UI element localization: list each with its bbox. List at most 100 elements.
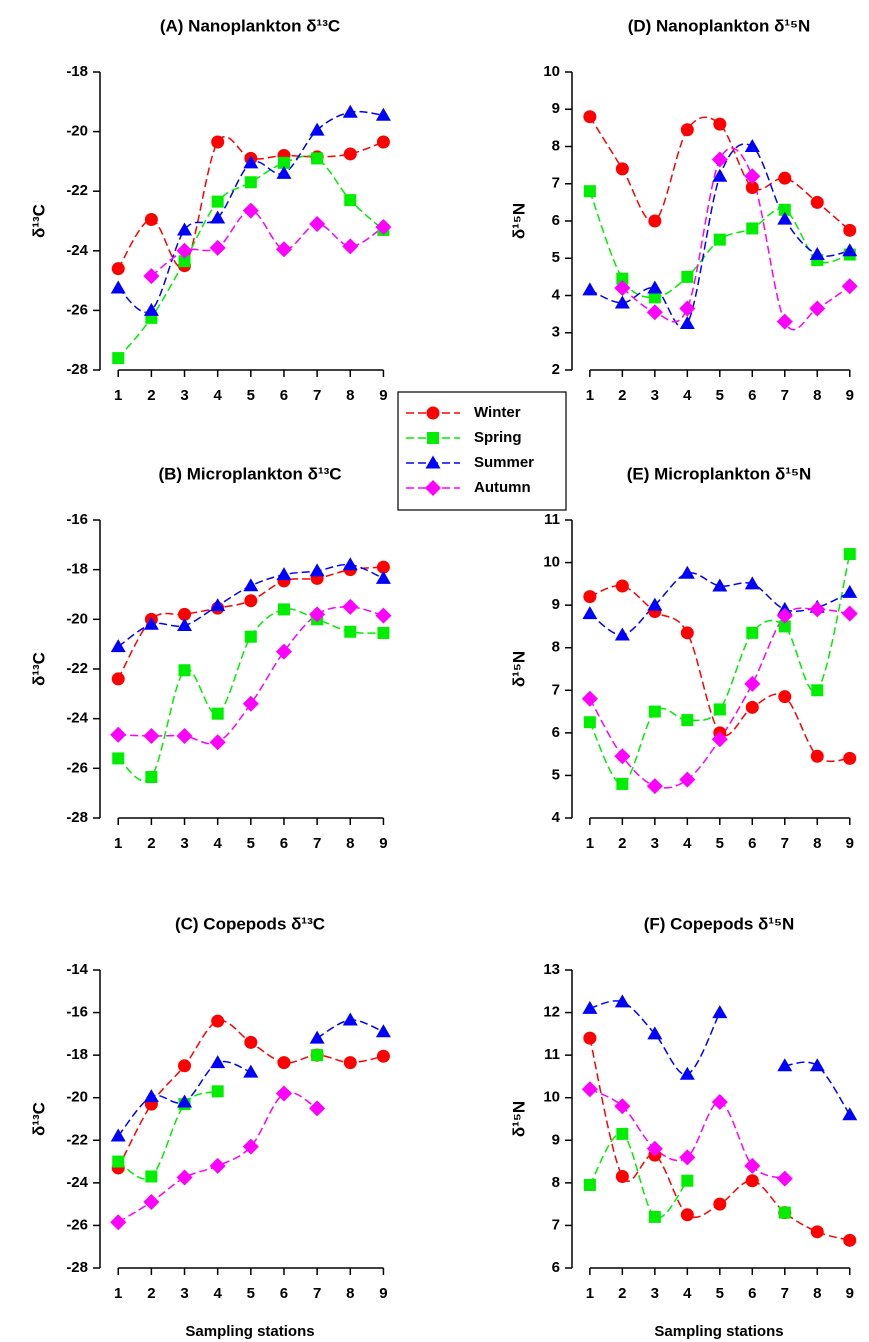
x-tick-label: 8 — [813, 1285, 821, 1302]
x-axis-label: Sampling stations — [654, 1323, 783, 1340]
y-tick-label: 10 — [543, 554, 560, 571]
marker — [648, 291, 661, 304]
marker — [309, 563, 325, 577]
marker — [680, 1208, 694, 1222]
marker — [178, 607, 192, 621]
marker — [211, 707, 224, 720]
y-tick-label: 5 — [552, 766, 560, 783]
chart-title: (A) Nanoplankton δ¹³C — [160, 16, 340, 35]
marker — [777, 1058, 793, 1072]
y-axis-label: δ¹⁵N — [509, 651, 528, 687]
marker — [681, 1174, 694, 1187]
marker — [646, 304, 663, 321]
y-tick-label: -20 — [66, 123, 88, 140]
marker — [810, 195, 824, 209]
y-tick-label: -22 — [66, 1131, 88, 1148]
y-tick-label: -24 — [66, 1174, 88, 1191]
marker — [344, 625, 357, 638]
marker — [344, 194, 357, 207]
y-tick-label: 13 — [543, 961, 560, 978]
marker — [679, 315, 695, 329]
marker — [744, 1157, 761, 1174]
marker — [648, 705, 661, 718]
marker — [778, 1206, 791, 1219]
marker — [377, 626, 390, 639]
marker — [713, 117, 727, 131]
marker — [842, 1107, 858, 1121]
x-tick-label: 4 — [214, 1285, 223, 1302]
marker — [375, 107, 391, 121]
y-tick-label: -20 — [66, 1089, 88, 1106]
series-line — [589, 143, 850, 328]
x-tick-label: 7 — [781, 387, 789, 404]
x-tick-label: 5 — [716, 387, 724, 404]
marker — [615, 579, 629, 593]
marker — [648, 214, 662, 228]
marker — [110, 726, 127, 743]
marker — [681, 270, 694, 283]
x-tick-label: 2 — [147, 835, 155, 852]
marker — [583, 1031, 597, 1045]
x-tick-label: 4 — [683, 1285, 692, 1302]
marker — [177, 618, 193, 632]
y-tick-label: 8 — [552, 639, 560, 656]
y-tick-label: 9 — [552, 100, 560, 117]
marker — [776, 313, 793, 330]
marker — [679, 1066, 695, 1080]
x-tick-label: 9 — [846, 835, 854, 852]
marker — [809, 247, 825, 261]
y-tick-label: 2 — [552, 361, 560, 378]
marker — [745, 1174, 759, 1188]
x-tick-label: 8 — [346, 1285, 354, 1302]
x-tick-label: 6 — [748, 1285, 756, 1302]
marker — [843, 1233, 857, 1247]
y-tick-label: 4 — [552, 809, 561, 826]
y-tick-label: 11 — [544, 511, 560, 528]
marker — [843, 751, 857, 765]
x-axis-label: Sampling stations — [185, 1323, 314, 1340]
x-tick-label: 5 — [247, 1285, 255, 1302]
marker — [681, 714, 694, 727]
marker — [616, 777, 629, 790]
y-tick-label: 8 — [552, 137, 560, 154]
x-tick-label: 4 — [214, 835, 223, 852]
y-tick-label: -20 — [66, 610, 88, 627]
marker — [211, 135, 225, 149]
marker — [582, 606, 598, 620]
y-tick-label: -28 — [66, 361, 88, 378]
x-tick-label: 6 — [280, 1285, 288, 1302]
marker — [309, 215, 326, 232]
marker — [744, 168, 761, 185]
marker — [177, 222, 193, 236]
x-tick-label: 1 — [586, 835, 594, 852]
marker — [143, 1194, 160, 1211]
legend-label: Winter — [474, 404, 521, 421]
marker — [211, 1014, 225, 1028]
marker — [311, 1049, 324, 1062]
marker — [776, 1170, 793, 1187]
y-tick-label: -18 — [66, 1046, 88, 1063]
marker — [342, 238, 359, 255]
x-tick-label: 3 — [180, 835, 188, 852]
series-line — [589, 1037, 850, 1242]
x-tick-label: 3 — [651, 387, 659, 404]
marker — [811, 684, 824, 697]
y-tick-label: -24 — [66, 710, 88, 727]
marker — [713, 1197, 727, 1211]
x-tick-label: 3 — [180, 1285, 188, 1302]
marker — [680, 626, 694, 640]
marker — [583, 110, 597, 124]
marker — [243, 578, 259, 592]
marker — [616, 1127, 629, 1140]
marker — [582, 282, 598, 296]
x-tick-label: 7 — [781, 1285, 789, 1302]
x-tick-label: 7 — [313, 387, 321, 404]
marker — [143, 268, 160, 285]
x-tick-label: 5 — [247, 387, 255, 404]
marker — [376, 560, 390, 574]
y-tick-label: -14 — [66, 961, 88, 978]
marker — [615, 162, 629, 176]
x-tick-label: 9 — [846, 387, 854, 404]
marker — [810, 1225, 824, 1239]
